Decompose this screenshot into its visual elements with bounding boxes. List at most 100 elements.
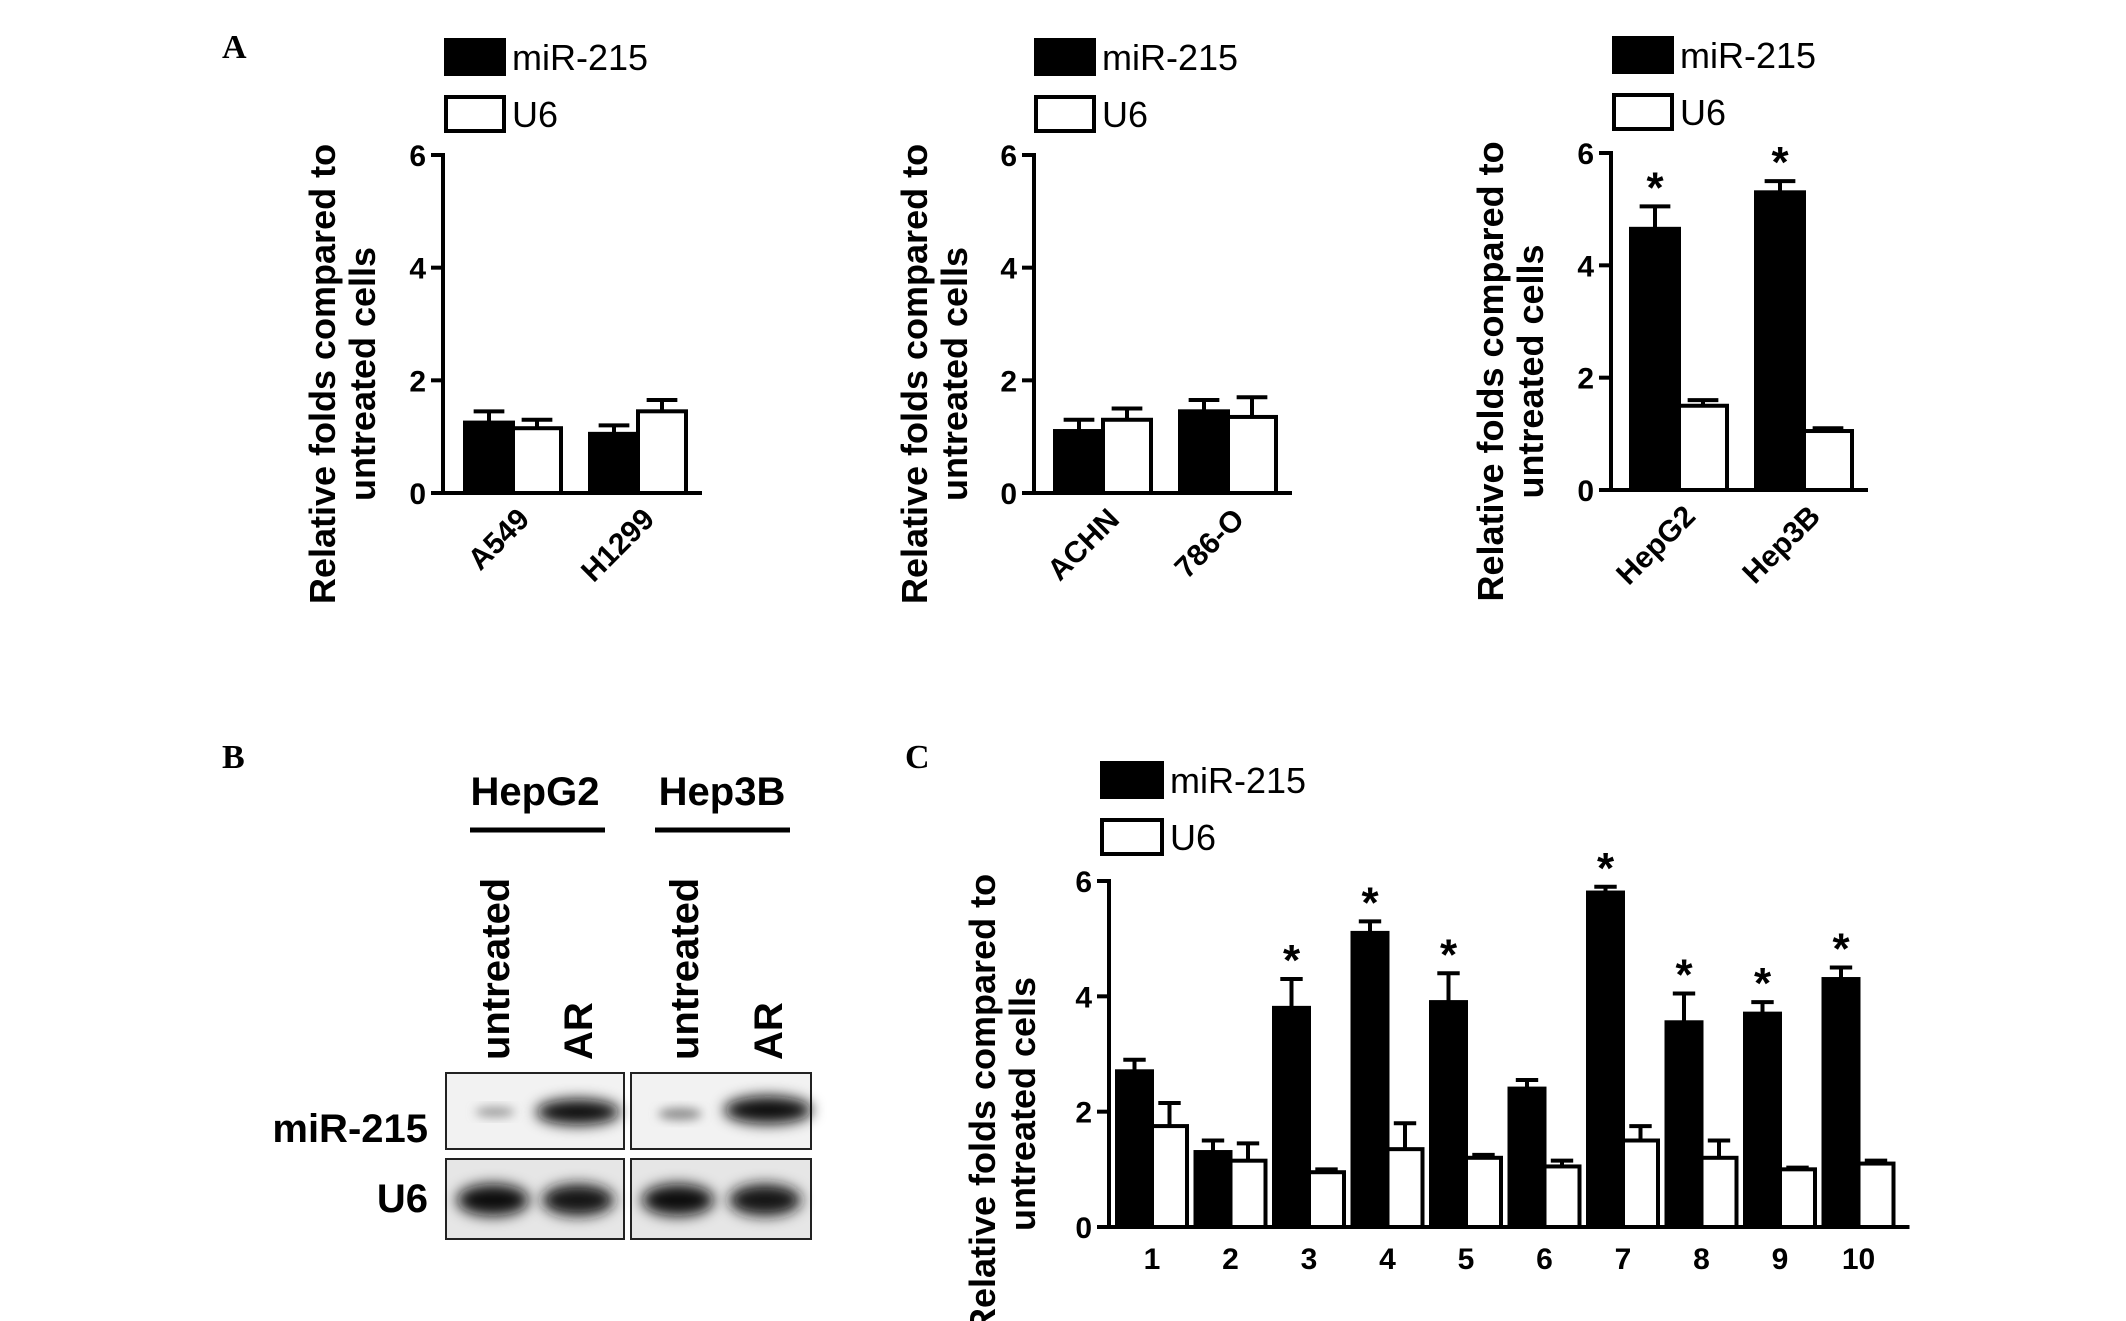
- y-tick-label: 4: [1577, 250, 1594, 283]
- bar-u6: [1778, 1167, 1817, 1230]
- y-tick-label: 6: [409, 140, 426, 173]
- blot-row-label-mir215: miR-215: [272, 1107, 428, 1151]
- bar-u6: [1699, 1155, 1739, 1230]
- y-tick-label: 4: [409, 253, 426, 286]
- y-tick-label: 4: [1000, 253, 1017, 286]
- legend-label: U6: [1102, 94, 1148, 135]
- x-tick-label: 3: [1301, 1243, 1318, 1276]
- x-tick-label: 786-O: [1169, 503, 1251, 585]
- y-tick-label: 2: [1075, 1097, 1092, 1130]
- bar-mir215: [1586, 890, 1625, 1229]
- bar-mir215: [1743, 1011, 1782, 1230]
- y-tick-label: 2: [1577, 363, 1594, 396]
- bar-mir215: [1115, 1069, 1154, 1230]
- blot-lane-label: untreated: [474, 878, 518, 1060]
- legend-swatch: [1034, 38, 1096, 76]
- y-tick-label: 6: [1000, 140, 1017, 173]
- legend-swatch: [444, 95, 506, 133]
- x-tick-label: 7: [1615, 1243, 1632, 1276]
- x-tick-label: 1: [1144, 1243, 1161, 1276]
- panel-label-c: C: [905, 739, 930, 776]
- y-axis-label: Relative folds compared to: [302, 144, 343, 604]
- bar-u6: [1150, 1124, 1189, 1230]
- significance-marker: *: [1283, 936, 1301, 985]
- significance-marker: *: [1754, 959, 1772, 1008]
- northern-blot: HepG2 Hep3B untreated AR untreated AR mi…: [272, 770, 812, 1240]
- y-tick-label: 0: [409, 478, 426, 511]
- bar-mir215: [1507, 1086, 1547, 1229]
- x-tick-label: 9: [1772, 1243, 1789, 1276]
- blot-band: [642, 1184, 714, 1216]
- bar-u6: [1802, 429, 1854, 492]
- bar-u6: [1542, 1164, 1582, 1229]
- x-tick-label: 5: [1458, 1243, 1475, 1276]
- y-axis-label: untreated cells: [1510, 244, 1551, 498]
- legend-label: miR-215: [1102, 37, 1238, 78]
- y-tick-label: 2: [409, 365, 426, 398]
- y-axis-label: untreated cells: [1002, 977, 1043, 1231]
- y-tick-label: 0: [1075, 1212, 1092, 1245]
- bar-mir215: [1629, 226, 1681, 492]
- blot-band: [542, 1184, 614, 1216]
- legend-swatch: [1612, 36, 1674, 74]
- y-axis-label: untreated cells: [342, 247, 383, 501]
- x-tick-label: 10: [1842, 1243, 1875, 1276]
- bar-mir215: [1754, 190, 1806, 492]
- significance-marker: *: [1675, 950, 1693, 999]
- bar-u6: [1385, 1147, 1425, 1230]
- bar-mir215: [1350, 930, 1390, 1230]
- bar-u6: [1856, 1161, 1896, 1229]
- blot-group-label-hep3b: Hep3B: [659, 770, 786, 814]
- y-tick-label: 6: [1075, 866, 1092, 899]
- panel-label-a: A: [222, 29, 247, 66]
- x-tick-label: H1299: [575, 503, 661, 589]
- blot-band: [475, 1107, 515, 1117]
- bar-u6: [511, 426, 563, 496]
- x-tick-label: 8: [1693, 1243, 1710, 1276]
- x-tick-label: Hep3B: [1736, 500, 1827, 591]
- y-axis-label: untreated cells: [934, 247, 975, 501]
- legend-swatch: [1100, 761, 1164, 799]
- bar-u6: [1621, 1138, 1660, 1229]
- y-tick-label: 6: [1577, 138, 1594, 171]
- bar-u6: [1464, 1155, 1503, 1230]
- significance-marker: *: [1440, 930, 1458, 979]
- bar-mir215: [1193, 1150, 1233, 1229]
- chart-panel-c: miR-215 U6 Relative folds compared to untre…: [962, 760, 1910, 1321]
- x-tick-label: HepG2: [1610, 500, 1702, 592]
- y-axis-label: Relative folds compared to: [1470, 141, 1511, 601]
- legend-label: U6: [1170, 817, 1216, 858]
- significance-marker: *: [1597, 844, 1615, 893]
- chart-hepg2-hep3b: miR-215 U6 Relative folds compared to untre…: [1470, 35, 1868, 602]
- legend-label: miR-215: [512, 37, 648, 78]
- y-tick-label: 0: [1000, 478, 1017, 511]
- bar-mir215: [463, 420, 515, 496]
- bar-u6: [1677, 403, 1729, 492]
- significance-marker: *: [1771, 138, 1789, 187]
- blot-lane-label: AR: [747, 1002, 791, 1060]
- significance-marker: *: [1361, 878, 1379, 927]
- bar-mir215: [588, 431, 640, 496]
- y-axis-label: Relative folds compared to: [962, 874, 1003, 1321]
- blot-group-label-hepg2: HepG2: [471, 770, 600, 814]
- y-axis-label: Relative folds compared to: [894, 144, 935, 604]
- chart-a549-h1299: miR-215 U6 Relative folds compared to untre…: [302, 37, 702, 604]
- bar-mir215: [1178, 409, 1230, 496]
- blot-band: [658, 1108, 702, 1120]
- bar-mir215: [1429, 1000, 1468, 1229]
- bar-u6: [1228, 1158, 1268, 1230]
- legend-label: U6: [1680, 92, 1726, 133]
- legend-swatch: [1612, 93, 1674, 131]
- blot-row-label-u6: U6: [377, 1177, 428, 1221]
- blot-band: [729, 1184, 801, 1216]
- bar-mir215: [1821, 977, 1861, 1229]
- y-tick-label: 2: [1000, 365, 1017, 398]
- bar-mir215: [1053, 429, 1105, 495]
- x-tick-label: 4: [1379, 1243, 1396, 1276]
- legend-label: miR-215: [1680, 35, 1816, 76]
- bar-u6: [1101, 417, 1153, 495]
- bar-mir215: [1664, 1020, 1704, 1229]
- legend-swatch: [1100, 818, 1164, 856]
- blot-band: [457, 1184, 529, 1216]
